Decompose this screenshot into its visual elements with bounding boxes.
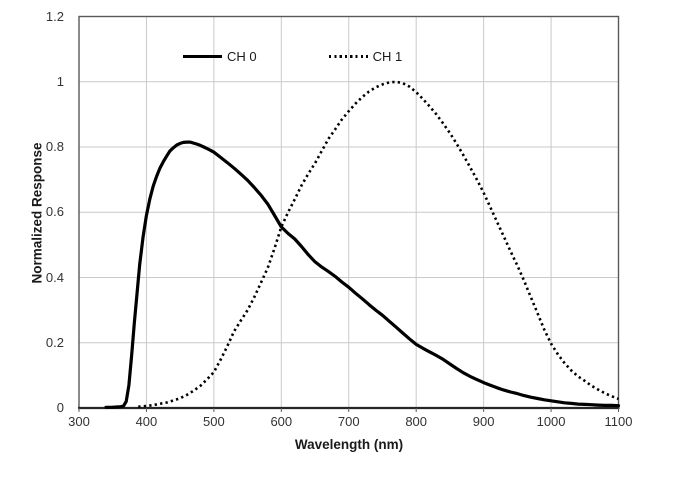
- y-axis-title: Normalized Response: [29, 142, 45, 284]
- x-tick-label-900: 900: [472, 414, 495, 429]
- legend-dotted-line-icon: [328, 55, 368, 58]
- y-tick-label-0.4: 0.4: [45, 269, 64, 285]
- x-tick-label-1100: 1100: [604, 414, 633, 429]
- legend-item-ch0: CH 0: [183, 49, 257, 64]
- y-tick-label-0: 0: [56, 400, 64, 415]
- y-tick-label-1.2: 1.2: [45, 8, 64, 24]
- series-line-ch0: [104, 140, 621, 409]
- legend-label-ch1: CH 1: [372, 49, 403, 64]
- x-tick-label-400: 400: [135, 414, 158, 429]
- x-tick-label-700: 700: [337, 414, 360, 429]
- y-tick-label-0.8: 0.8: [45, 139, 64, 154]
- legend: CH 0 CH 1: [183, 49, 402, 64]
- legend-label-ch0: CH 0: [227, 49, 257, 64]
- x-axis-title: Wavelength (nm): [294, 437, 404, 452]
- y-tick-label-1: 1: [56, 73, 64, 89]
- y-tick-label-0.2: 0.2: [45, 334, 64, 350]
- x-tick-label-600: 600: [270, 414, 293, 429]
- legend-item-ch1: CH 1: [328, 49, 403, 64]
- x-tick-label-1000: 1000: [536, 414, 566, 429]
- legend-solid-line-icon: [183, 55, 222, 58]
- x-tick-label-500: 500: [203, 414, 225, 429]
- y-tick-label-0.6: 0.6: [45, 204, 64, 220]
- x-tick-label-800: 800: [405, 414, 428, 429]
- x-tick-label-300: 300: [68, 414, 90, 429]
- series-line-ch1: [138, 80, 619, 408]
